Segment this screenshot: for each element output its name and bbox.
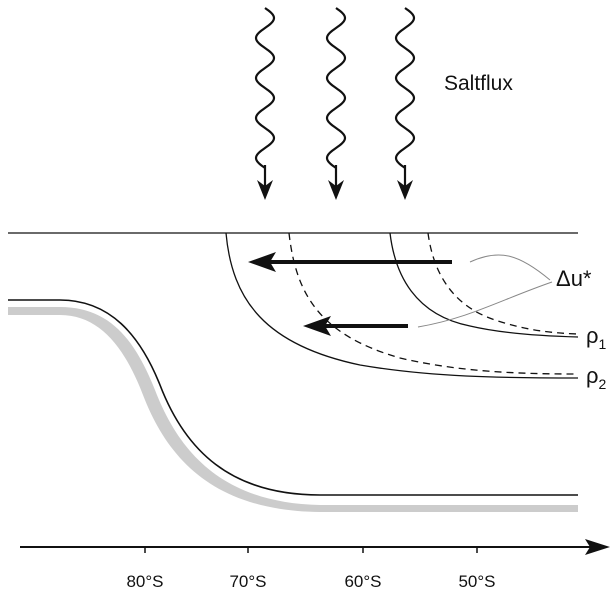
tick-label-80s: 80°S bbox=[126, 572, 163, 591]
seafloor-shadow bbox=[8, 307, 578, 512]
wave-arrow-3-icon bbox=[394, 7, 416, 200]
delta-u-label: Δu* bbox=[556, 266, 592, 291]
tick-label-50s: 50°S bbox=[458, 572, 495, 591]
rho2-label: ρ2 bbox=[586, 363, 607, 392]
svg-text:ρ2: ρ2 bbox=[586, 363, 607, 392]
rho1-subscript: 1 bbox=[599, 336, 607, 352]
salt-flux-label: Saltflux bbox=[444, 72, 513, 95]
rho2-symbol: ρ bbox=[586, 363, 599, 388]
axis-arrow-icon bbox=[585, 539, 610, 555]
svg-text:ρ1: ρ1 bbox=[586, 323, 607, 352]
rho2-subscript: 2 bbox=[599, 376, 607, 392]
upper-flow-arrow-icon bbox=[248, 252, 452, 272]
tick-label-60s: 60°S bbox=[344, 572, 381, 591]
tick-label-70s: 70°S bbox=[229, 572, 266, 591]
rho1-symbol: ρ bbox=[586, 323, 599, 348]
seafloor bbox=[8, 299, 578, 512]
rho1-label: ρ1 bbox=[586, 323, 607, 352]
isopycnals bbox=[225, 232, 579, 379]
flow-arrows bbox=[248, 252, 452, 336]
wave-arrow-1-icon bbox=[254, 7, 276, 200]
wave-arrow-2-icon bbox=[325, 7, 347, 200]
delta-u-leaders bbox=[417, 254, 553, 328]
salt-flux-arrows bbox=[254, 7, 416, 200]
rho1-isopycnal bbox=[389, 232, 579, 338]
lower-flow-arrow-icon bbox=[303, 316, 408, 336]
seafloor-line bbox=[8, 299, 578, 496]
rho2-isopycnal bbox=[225, 232, 579, 379]
latitude-axis: 80°S 70°S 60°S 50°S bbox=[20, 539, 610, 591]
rho2-isopycnal-perturbed bbox=[288, 232, 579, 375]
